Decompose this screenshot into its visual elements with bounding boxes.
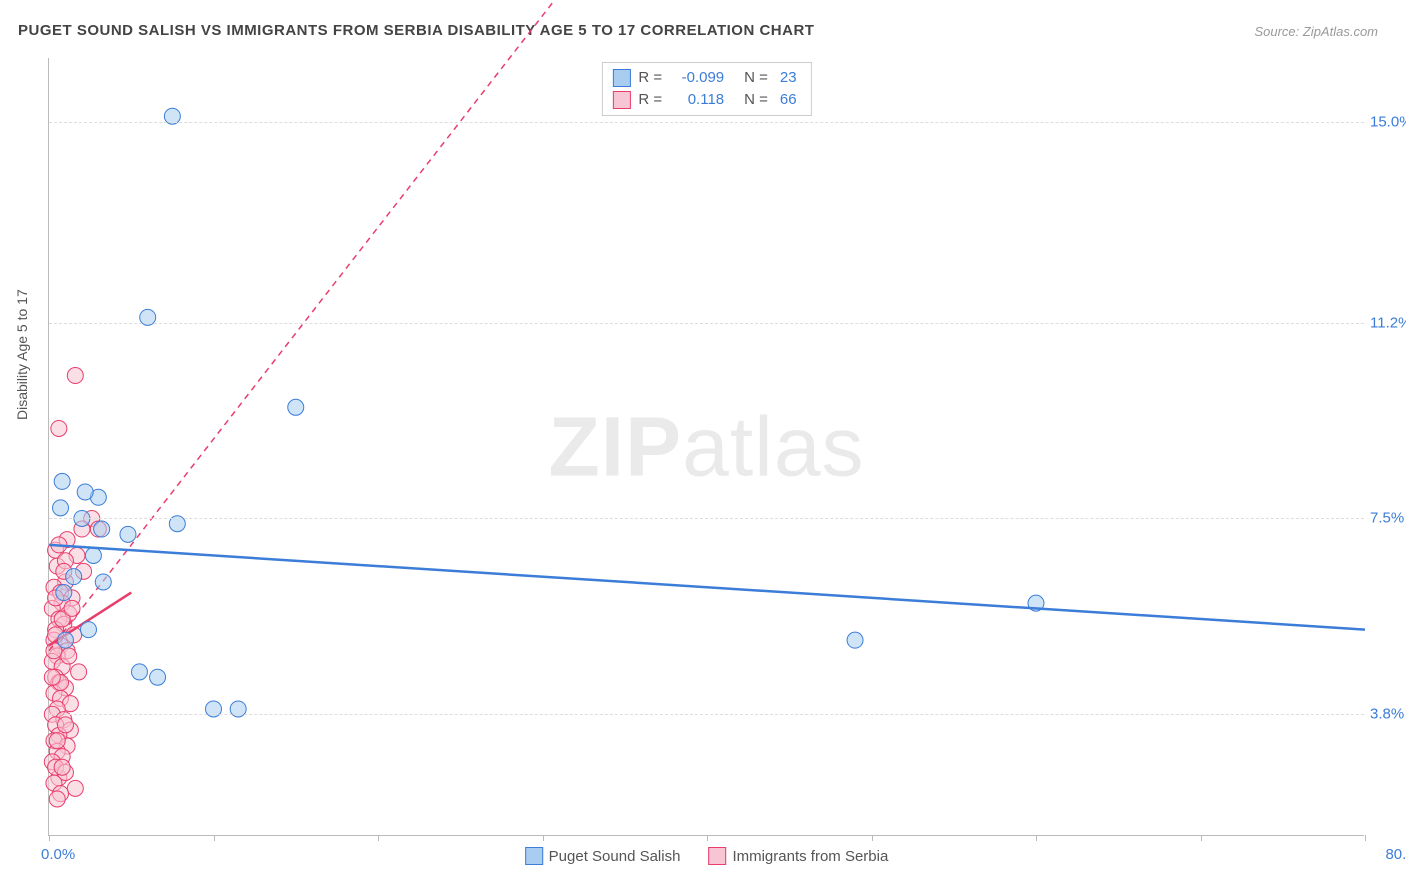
x-tick xyxy=(49,835,50,841)
data-point xyxy=(66,569,82,585)
data-point xyxy=(54,759,70,775)
x-tick xyxy=(872,835,873,841)
data-point xyxy=(95,574,111,590)
n-value: 66 xyxy=(780,89,797,111)
n-label: N = xyxy=(744,89,768,111)
data-point xyxy=(49,791,65,807)
legend-swatch xyxy=(708,847,726,865)
y-tick-label: 15.0% xyxy=(1370,113,1406,130)
data-point xyxy=(67,780,83,796)
data-point xyxy=(80,622,96,638)
data-point xyxy=(49,733,65,749)
data-point xyxy=(77,484,93,500)
n-label: N = xyxy=(744,67,768,89)
data-point xyxy=(131,664,147,680)
y-tick-label: 11.2% xyxy=(1370,314,1406,331)
data-point xyxy=(120,526,136,542)
stats-legend: R = -0.099 N = 23 R = 0.118 N = 66 xyxy=(601,62,811,116)
data-point xyxy=(288,399,304,415)
stats-row: R = -0.099 N = 23 xyxy=(612,67,796,89)
data-point xyxy=(56,585,72,601)
data-point xyxy=(51,420,67,436)
legend-label: Puget Sound Salish xyxy=(549,848,681,865)
x-tick xyxy=(1365,835,1366,841)
y-axis-label: Disability Age 5 to 17 xyxy=(14,289,30,420)
r-label: R = xyxy=(638,89,662,111)
y-tick-label: 3.8% xyxy=(1370,706,1406,723)
r-value: -0.099 xyxy=(670,67,724,89)
data-point xyxy=(44,669,60,685)
x-tick xyxy=(707,835,708,841)
legend-item: Puget Sound Salish xyxy=(525,847,681,865)
x-tick xyxy=(214,835,215,841)
chart-svg xyxy=(49,58,1364,835)
chart-source: Source: ZipAtlas.com xyxy=(1254,24,1378,39)
x-tick xyxy=(543,835,544,841)
legend-swatch xyxy=(612,91,630,109)
data-point xyxy=(67,368,83,384)
data-point xyxy=(54,473,70,489)
legend-label: Immigrants from Serbia xyxy=(732,848,888,865)
data-point xyxy=(53,500,69,516)
x-min-label: 0.0% xyxy=(41,846,75,863)
gridline xyxy=(49,714,1364,715)
data-point xyxy=(847,632,863,648)
data-point xyxy=(71,664,87,680)
data-point xyxy=(57,632,73,648)
data-point xyxy=(57,717,73,733)
x-tick xyxy=(1201,835,1202,841)
n-value: 23 xyxy=(780,67,797,89)
data-point xyxy=(61,648,77,664)
legend-swatch xyxy=(525,847,543,865)
legend-item: Immigrants from Serbia xyxy=(708,847,888,865)
data-point xyxy=(85,547,101,563)
trend-line xyxy=(49,545,1365,630)
gridline xyxy=(49,122,1364,123)
series-legend: Puget Sound Salish Immigrants from Serbia xyxy=(525,847,889,865)
plot-area: ZIPatlas R =-0.099N =23R =0.118N =66 Pug… xyxy=(48,58,1364,836)
data-point xyxy=(150,669,166,685)
x-max-label: 80.0% xyxy=(1385,846,1406,863)
gridline xyxy=(49,323,1364,324)
legend-swatch xyxy=(612,69,630,87)
gridline xyxy=(49,518,1364,519)
data-point xyxy=(94,521,110,537)
chart-title: PUGET SOUND SALISH VS IMMIGRANTS FROM SE… xyxy=(18,22,814,39)
y-tick-label: 7.5% xyxy=(1370,510,1406,527)
stats-row: R = 0.118 N = 66 xyxy=(612,89,796,111)
x-tick xyxy=(1036,835,1037,841)
r-value: 0.118 xyxy=(670,89,724,111)
x-tick xyxy=(378,835,379,841)
r-label: R = xyxy=(638,67,662,89)
